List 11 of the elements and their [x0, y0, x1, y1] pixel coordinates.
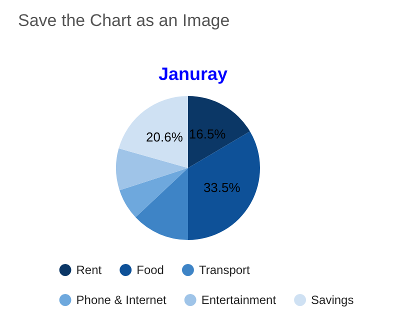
data-label: 33.5%	[203, 180, 241, 195]
data-label: 20.6%	[146, 129, 184, 144]
legend-label: Savings	[311, 293, 354, 307]
legend-label: Rent	[76, 263, 102, 277]
legend-label: Food	[136, 263, 164, 277]
legend-label: Transport	[198, 263, 251, 277]
chart-title: Januray	[158, 64, 228, 84]
data-label: 16.5%	[188, 126, 226, 142]
legend-label: Phone & Internet	[76, 293, 167, 307]
legend-label: Entertainment	[201, 293, 277, 307]
text: Save the Chart as an Image	[18, 11, 230, 30]
